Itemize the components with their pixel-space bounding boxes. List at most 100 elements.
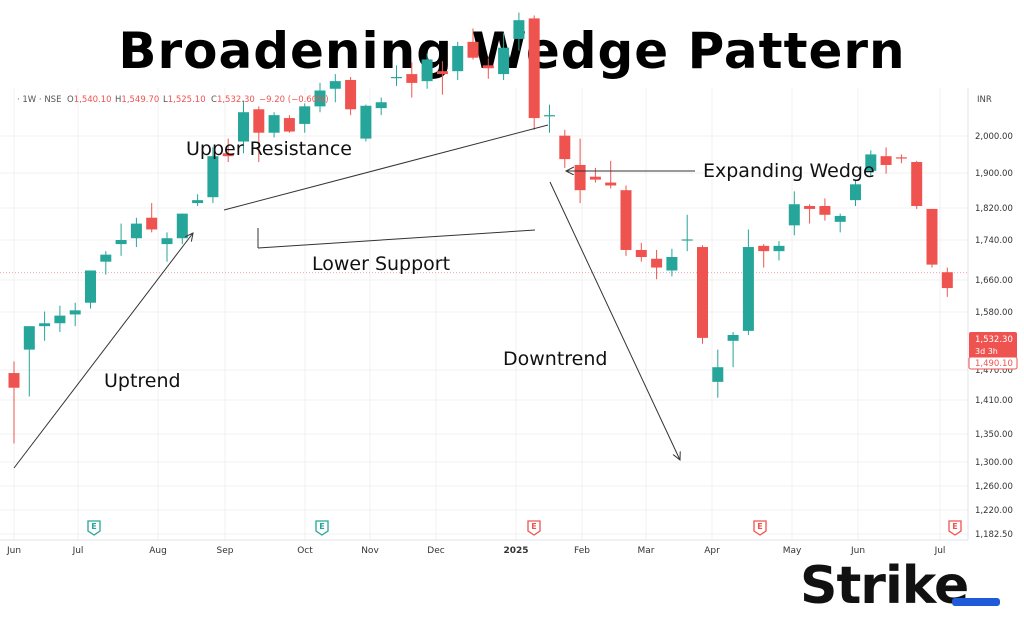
candle-body[interactable] [482, 65, 494, 69]
candle-body[interactable] [819, 206, 831, 215]
candle-body[interactable] [268, 115, 280, 133]
candle-body[interactable] [207, 156, 219, 198]
candle-body[interactable] [375, 102, 387, 109]
candle-body[interactable] [559, 135, 571, 160]
ohlc-label: H [115, 95, 121, 105]
candle-body[interactable] [926, 208, 938, 265]
candle-body[interactable] [23, 326, 35, 350]
candle-body[interactable] [54, 315, 66, 324]
y-tick-label: 1,350.00 [975, 430, 1013, 440]
brand-accent-bar [952, 598, 1000, 606]
candle-body[interactable] [115, 240, 127, 245]
candle-body[interactable] [8, 373, 20, 388]
candle-body[interactable] [941, 272, 953, 289]
earnings-marker[interactable] [753, 520, 767, 536]
candle-body[interactable] [222, 153, 234, 157]
symbol-info: · 1W · NSE [17, 95, 61, 105]
candle-body[interactable] [574, 164, 586, 191]
candle-body[interactable] [314, 90, 326, 107]
label-uptrend: Uptrend [104, 370, 181, 392]
candle-body[interactable] [742, 247, 754, 331]
x-tick-label: Feb [574, 546, 590, 556]
candle-body[interactable] [329, 81, 341, 89]
candle-body[interactable] [299, 106, 311, 124]
candle-body[interactable] [635, 249, 647, 258]
candle-body[interactable] [773, 245, 785, 252]
x-tick-label: Mar [638, 546, 655, 556]
candle-body[interactable] [850, 184, 861, 201]
x-tick-label: Jul [72, 546, 84, 556]
candle-body[interactable] [758, 245, 770, 252]
earnings-marker[interactable] [948, 520, 962, 536]
label-upper-resistance: Upper Resistance [186, 138, 352, 160]
candle-body[interactable] [880, 156, 892, 165]
candle-body[interactable] [498, 47, 510, 75]
candle-body[interactable] [436, 71, 448, 75]
y-tick-label: 1,410.00 [975, 396, 1013, 406]
candle-body[interactable] [589, 176, 601, 180]
earnings-marker[interactable] [527, 520, 541, 536]
x-tick-label: May [783, 546, 802, 556]
ohlc-label: L [163, 95, 168, 105]
candle-body[interactable] [544, 115, 555, 117]
candle-body[interactable] [161, 238, 173, 245]
candle-body[interactable] [406, 74, 418, 83]
x-tick-label: Jul [934, 546, 946, 556]
earnings-marker-label: E [91, 522, 96, 531]
ohlc-C: C1,532.30 [211, 95, 255, 105]
downtrend-arrow [549, 181, 680, 460]
ohlc-change: −9.20 (−0.60%) [259, 95, 329, 105]
candle-body[interactable] [712, 367, 724, 382]
candle-body[interactable] [911, 162, 923, 207]
candle-body[interactable] [666, 257, 678, 271]
candle-body[interactable] [391, 77, 402, 79]
candle-body[interactable] [192, 200, 204, 204]
candle-body[interactable] [421, 59, 433, 82]
candle-body[interactable] [467, 41, 479, 58]
candle-body[interactable] [283, 118, 295, 132]
x-tick-label: Jun [6, 546, 21, 556]
candle-body[interactable] [39, 323, 51, 327]
candle-body[interactable] [865, 154, 877, 171]
candle-body[interactable] [130, 223, 142, 239]
candle-body[interactable] [697, 247, 708, 338]
candle-body[interactable] [253, 109, 265, 133]
candle-body[interactable] [528, 18, 540, 119]
ohlc-L: L1,525.10 [163, 95, 206, 105]
candle-body[interactable] [605, 182, 617, 186]
y-tick-label: 1,300.00 [975, 458, 1013, 468]
candle-body[interactable] [834, 215, 846, 222]
label-downtrend: Downtrend [503, 348, 607, 370]
candle-body[interactable] [788, 204, 800, 226]
y-tick-label: 1,220.00 [975, 506, 1013, 516]
candle-body[interactable] [452, 45, 464, 72]
label-lower-support: Lower Support [312, 253, 450, 275]
ohlc-value: 1,549.70 [121, 95, 159, 105]
brand-logo: Strike [800, 556, 1000, 620]
candle-body[interactable] [100, 254, 112, 262]
candle-body[interactable] [681, 239, 693, 241]
candle-body[interactable] [727, 334, 739, 341]
brand-name: Strike [800, 556, 969, 616]
y-tick-label: 1,182.50 [975, 530, 1013, 540]
earnings-marker[interactable] [87, 520, 101, 536]
uptrend-arrow [13, 233, 193, 469]
candle-body[interactable] [69, 310, 81, 315]
candle-body[interactable] [345, 79, 357, 110]
candle-body[interactable] [620, 190, 632, 250]
x-tick-label: Nov [361, 546, 379, 556]
x-tick-label: Aug [149, 546, 167, 556]
y-tick-label: 1,260.00 [975, 482, 1013, 492]
candle-body[interactable] [176, 213, 188, 239]
candle-body[interactable] [85, 270, 96, 303]
y-tick-label: 1,820.00 [975, 204, 1013, 214]
candle-body[interactable] [513, 20, 525, 39]
candle-body[interactable] [651, 258, 663, 268]
candle-body[interactable] [804, 206, 816, 209]
candle-body[interactable] [238, 112, 249, 142]
candle-body[interactable] [146, 217, 158, 230]
candle-body[interactable] [360, 105, 372, 139]
earnings-marker[interactable] [315, 520, 329, 536]
candle-body[interactable] [895, 157, 907, 159]
